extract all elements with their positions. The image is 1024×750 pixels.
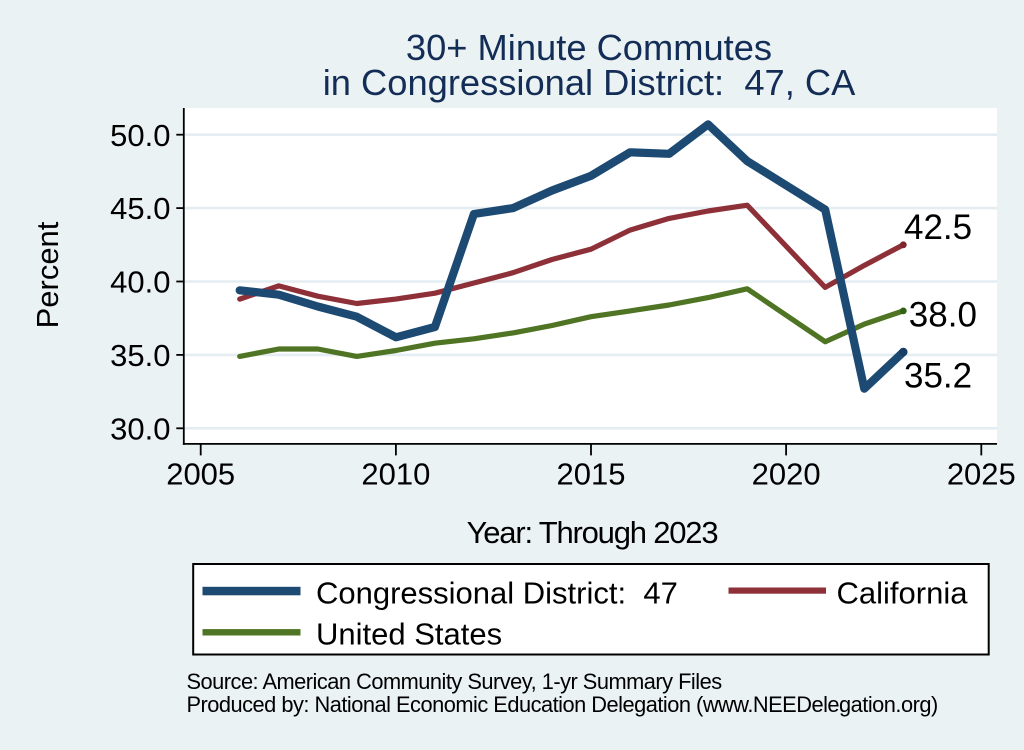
svg-text:Produced by: National Economic: Produced by: National Economic Education…	[187, 692, 938, 717]
svg-text:30+ Minute Commutes: 30+ Minute Commutes	[406, 27, 772, 68]
svg-text:Source: American Community Sur: Source: American Community Survey, 1-yr …	[187, 669, 723, 694]
svg-text:2025: 2025	[947, 457, 1016, 492]
svg-text:Year: Through 2023: Year: Through 2023	[467, 515, 718, 550]
svg-text:2020: 2020	[752, 457, 821, 492]
svg-text:40.0: 40.0	[110, 265, 170, 300]
svg-text:50.0: 50.0	[110, 118, 170, 153]
svg-text:42.5: 42.5	[904, 208, 972, 247]
svg-text:Congressional District: 47: Congressional District: 47	[316, 575, 678, 610]
svg-text:2005: 2005	[166, 457, 235, 492]
svg-text:38.0: 38.0	[909, 296, 977, 335]
svg-text:California: California	[837, 575, 969, 610]
svg-text:35.2: 35.2	[904, 357, 972, 396]
svg-text:Percent: Percent	[30, 221, 65, 328]
svg-text:30.0: 30.0	[110, 411, 170, 446]
svg-text:in Congressional District: 47: in Congressional District: 47, CA	[323, 62, 856, 103]
svg-text:2015: 2015	[557, 457, 626, 492]
svg-text:United States: United States	[316, 617, 502, 652]
svg-text:45.0: 45.0	[110, 191, 170, 226]
svg-text:2010: 2010	[361, 457, 430, 492]
svg-text:35.0: 35.0	[110, 338, 170, 373]
